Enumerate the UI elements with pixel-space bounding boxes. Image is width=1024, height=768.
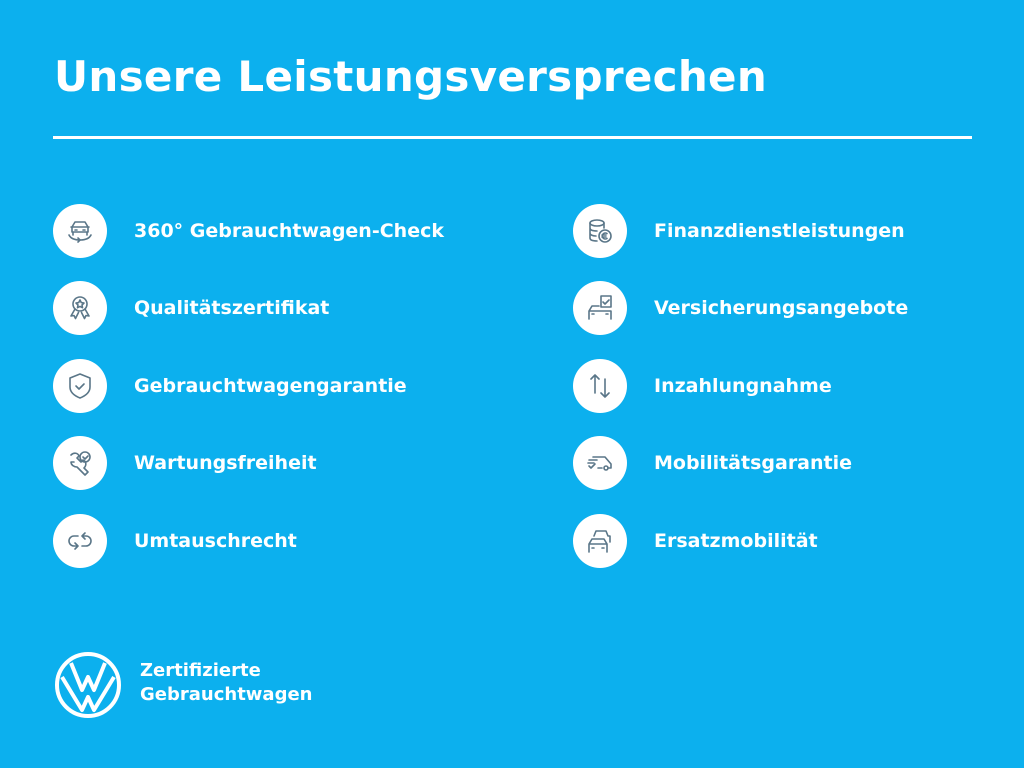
list-item: Mobilitätsgarantie (573, 435, 852, 491)
shield-check-icon (53, 359, 107, 413)
list-item: Ersatzmobilität (573, 513, 818, 569)
item-label: Gebrauchtwagengarantie (134, 375, 407, 397)
brand-line-2: Gebrauchtwagen (140, 684, 313, 705)
two-cars-icon (573, 514, 627, 568)
car-document-icon (573, 281, 627, 335)
item-label: Mobilitätsgarantie (654, 452, 853, 474)
item-label: Versicherungsangebote (654, 297, 909, 319)
list-item: Finanzdienstleistungen (573, 203, 905, 259)
coins-euro-icon (573, 204, 627, 258)
item-label: Wartungsfreiheit (134, 452, 317, 474)
wrench-check-icon (53, 436, 107, 490)
list-item: Umtauschrecht (53, 513, 297, 569)
item-label: Finanzdienstleistungen (654, 220, 905, 242)
item-label: Ersatzmobilität (654, 530, 818, 552)
list-item: Qualitätszertifikat (53, 280, 329, 336)
van-check-icon (573, 436, 627, 490)
brand-text: Zertifizierte Gebrauchtwagen (140, 659, 312, 707)
brand-line-1: Zertifizierte (140, 660, 261, 681)
up-down-arrows-icon (573, 359, 627, 413)
exchange-arrows-icon (53, 514, 107, 568)
list-item: Versicherungsangebote (573, 280, 908, 336)
divider (53, 136, 972, 139)
item-label: Qualitätszertifikat (134, 297, 330, 319)
list-item: 360° Gebrauchtwagen-Check (53, 203, 444, 259)
certificate-badge-icon (53, 281, 107, 335)
list-item: Inzahlungnahme (573, 358, 832, 414)
item-label: Inzahlungnahme (654, 375, 832, 397)
item-label: 360° Gebrauchtwagen-Check (134, 220, 444, 242)
list-item: Wartungsfreiheit (53, 435, 317, 491)
page-title: Unsere Leistungsversprechen (54, 52, 768, 101)
car-360-icon (53, 204, 107, 258)
item-label: Umtauschrecht (134, 530, 297, 552)
list-item: Gebrauchtwagengarantie (53, 358, 407, 414)
vw-logo (55, 652, 121, 718)
